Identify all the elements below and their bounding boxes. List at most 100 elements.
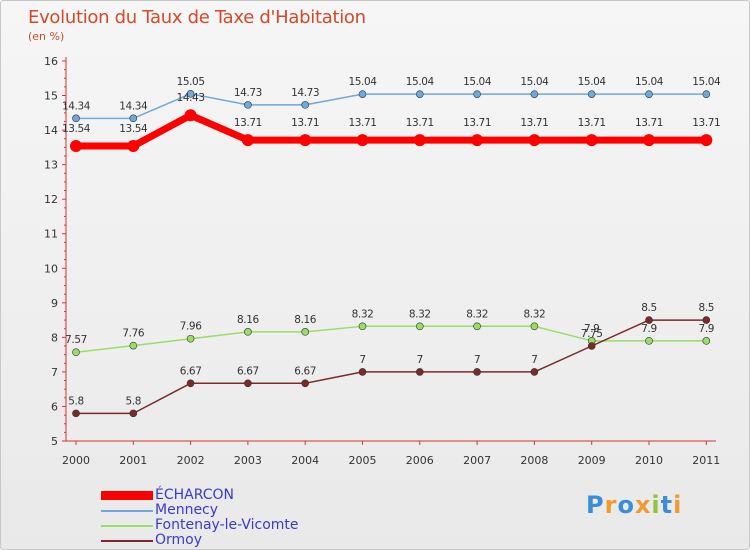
data-label-fontenay-le-vicomte: 7.9 xyxy=(699,323,715,335)
legend-swatch xyxy=(101,509,153,512)
data-label-fontenay-le-vicomte: 8.16 xyxy=(237,314,259,326)
x-tick-label: 2006 xyxy=(406,454,434,467)
legend-label: Mennecy xyxy=(155,502,219,518)
data-point-fontenay-le-vicomte xyxy=(358,322,367,331)
data-label-ormoy: 7 xyxy=(417,354,423,366)
legend-item: ÉCHARCON xyxy=(101,488,299,503)
legend-label: Fontenay-le-Vicomte xyxy=(155,517,299,533)
data-label--charcon: 13.71 xyxy=(692,117,720,129)
data-label--charcon: 13.71 xyxy=(234,117,262,129)
legend-label: ÉCHARCON xyxy=(155,487,235,503)
data-point-mennecy xyxy=(415,90,424,98)
data-label--charcon: 13.71 xyxy=(291,117,319,129)
legend-item: Ormoy xyxy=(101,533,299,548)
data-point--charcon xyxy=(471,134,484,147)
y-tick-label: 11 xyxy=(44,228,58,241)
data-point-ormoy xyxy=(358,368,367,376)
data-label-mennecy: 14.73 xyxy=(291,87,319,99)
data-point-mennecy xyxy=(645,90,653,98)
data-point-ormoy xyxy=(530,368,539,376)
y-tick-label: 6 xyxy=(51,400,58,413)
data-label-ormoy: 5.8 xyxy=(126,395,142,407)
data-label-ormoy: 7 xyxy=(531,354,537,366)
data-label-mennecy: 15.04 xyxy=(578,76,607,88)
data-point-fontenay-le-vicomte xyxy=(702,337,711,345)
data-point--charcon xyxy=(356,134,369,147)
data-label--charcon: 13.71 xyxy=(348,117,376,129)
logo-letter: t xyxy=(660,491,674,519)
y-tick-label: 5 xyxy=(51,435,58,448)
data-label-mennecy: 15.04 xyxy=(348,76,377,88)
data-label-fontenay-le-vicomte: 7.9 xyxy=(584,323,600,335)
data-label-mennecy: 15.04 xyxy=(635,76,664,88)
chart-title: Evolution du Taux de Taxe d'Habitation xyxy=(28,7,366,28)
data-point-ormoy xyxy=(186,379,195,388)
y-tick-label: 7 xyxy=(51,366,58,379)
data-label-fontenay-le-vicomte: 7.96 xyxy=(180,321,202,333)
x-tick-label: 2003 xyxy=(234,454,262,467)
data-label--charcon: 14.43 xyxy=(177,92,205,104)
data-label-mennecy: 15.04 xyxy=(463,76,492,88)
logo-letter: x xyxy=(634,491,652,519)
x-tick-label: 2004 xyxy=(291,454,319,467)
data-point-mennecy xyxy=(530,90,539,98)
logo-letter: o xyxy=(617,491,635,519)
data-point-ormoy xyxy=(129,409,138,418)
data-label-ormoy: 7.75 xyxy=(581,328,603,340)
data-point-fontenay-le-vicomte xyxy=(244,328,252,336)
y-tick-label: 16 xyxy=(44,55,58,68)
legend-swatch xyxy=(101,524,153,527)
data-label--charcon: 13.71 xyxy=(463,117,491,129)
data-point-fontenay-le-vicomte xyxy=(473,322,481,331)
data-point-ormoy xyxy=(244,379,252,388)
data-point-fontenay-le-vicomte xyxy=(129,341,138,350)
data-point--charcon xyxy=(643,134,655,147)
data-label-mennecy: 15.04 xyxy=(692,76,721,88)
data-label-fontenay-le-vicomte: 8.16 xyxy=(294,314,316,326)
data-label-mennecy: 14.73 xyxy=(234,87,262,99)
data-point--charcon xyxy=(299,134,312,147)
data-label--charcon: 13.71 xyxy=(635,117,663,129)
data-point-ormoy xyxy=(473,368,481,376)
data-label-ormoy: 6.67 xyxy=(180,365,202,377)
data-point-ormoy xyxy=(587,342,596,350)
data-label-fontenay-le-vicomte: 7.76 xyxy=(122,328,144,340)
data-point--charcon xyxy=(700,134,713,147)
legend-item: Fontenay-le-Vicomte xyxy=(101,518,299,533)
x-tick-label: 2009 xyxy=(578,454,606,467)
data-label-mennecy: 14.34 xyxy=(119,100,148,112)
series-line-mennecy xyxy=(76,93,707,120)
data-label-mennecy: 15.05 xyxy=(177,76,205,88)
data-point-ormoy xyxy=(415,368,424,376)
data-point-mennecy xyxy=(244,101,252,109)
logo-letter: P xyxy=(586,491,605,519)
series-line--charcon xyxy=(76,111,707,150)
data-point-mennecy xyxy=(72,114,80,123)
x-tick-label: 2008 xyxy=(520,454,548,467)
data-point--charcon xyxy=(127,139,140,152)
series-line-fontenay-le-vicomte xyxy=(75,325,707,353)
x-tick-label: 2005 xyxy=(349,454,377,467)
data-label--charcon: 13.54 xyxy=(62,123,91,135)
data-label-fontenay-le-vicomte: 8.32 xyxy=(409,308,431,320)
data-label-mennecy: 15.04 xyxy=(406,76,435,88)
data-point-mennecy xyxy=(473,90,481,98)
data-point--charcon xyxy=(528,134,541,147)
y-tick-label: 15 xyxy=(44,90,58,103)
data-point-ormoy xyxy=(645,316,653,324)
logo-letter: i xyxy=(651,491,661,519)
x-tick-label: 2010 xyxy=(635,454,663,467)
data-label-ormoy: 5.8 xyxy=(68,395,84,407)
data-label-fontenay-le-vicomte: 8.32 xyxy=(352,308,374,320)
data-point-ormoy xyxy=(301,379,310,388)
data-label-mennecy: 14.34 xyxy=(62,100,91,112)
y-tick-label: 12 xyxy=(44,193,58,206)
data-label-fontenay-le-vicomte: 8.32 xyxy=(466,308,488,320)
proxiti-logo: Proxiti xyxy=(586,491,682,519)
data-point-mennecy xyxy=(129,114,138,123)
y-tick-label: 10 xyxy=(44,262,58,275)
data-point--charcon xyxy=(70,139,82,152)
data-label-ormoy: 8.5 xyxy=(641,302,657,314)
y-tick-label: 9 xyxy=(51,297,58,310)
unit-label: (en %) xyxy=(28,30,65,43)
